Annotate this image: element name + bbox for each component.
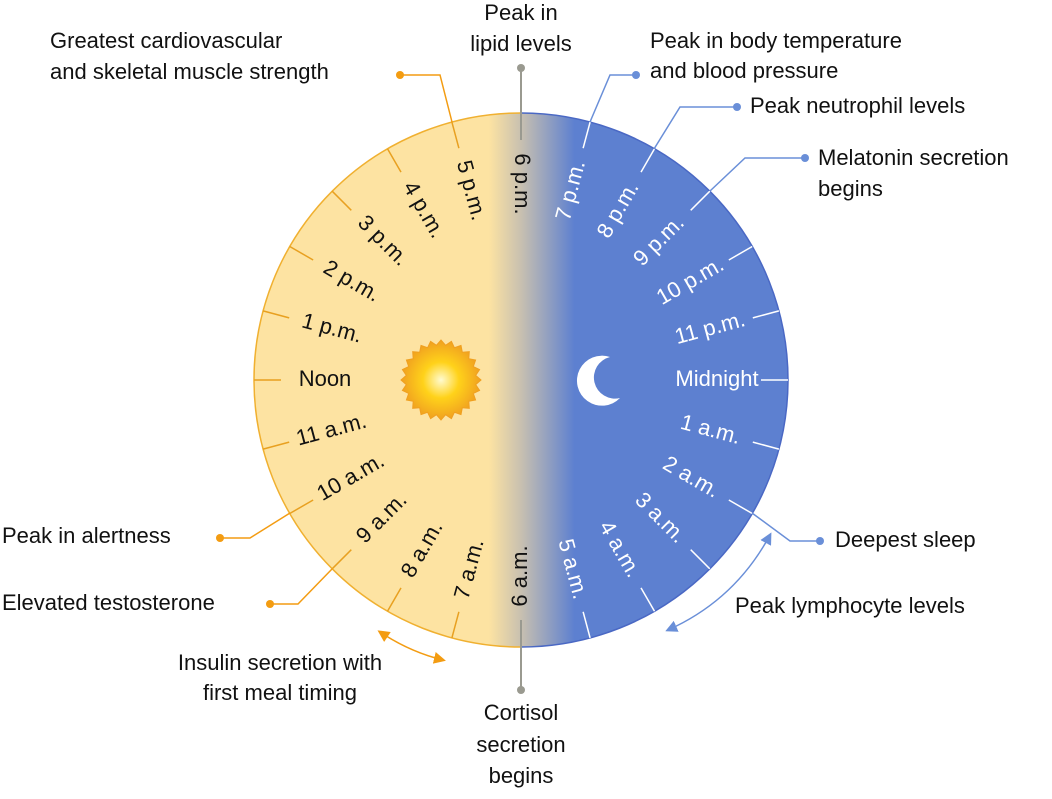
arrow — [377, 630, 446, 664]
tick — [289, 499, 314, 515]
annotation: Peak neutrophil levels — [750, 93, 965, 118]
tick — [640, 587, 656, 612]
tick — [690, 190, 711, 211]
connector — [589, 74, 636, 123]
tick — [582, 121, 591, 149]
arrow — [665, 532, 772, 632]
tick — [331, 190, 352, 211]
sun-icon — [400, 339, 482, 421]
tick — [728, 499, 753, 515]
dot — [801, 154, 809, 162]
annotation: Peak in alertness — [2, 523, 171, 548]
dot — [632, 71, 640, 79]
connector — [400, 74, 453, 123]
hour-label: Midnight — [675, 366, 758, 391]
connector — [751, 512, 820, 542]
tick — [728, 245, 753, 261]
annotation: Greatest cardiovascular — [50, 28, 282, 53]
dot — [216, 534, 224, 542]
tick — [752, 441, 780, 450]
annotation: Peak lymphocyte levels — [735, 593, 965, 618]
connector — [653, 106, 737, 150]
tick — [451, 611, 460, 639]
annotation: Insulin secretion with — [178, 650, 382, 675]
dot — [517, 64, 525, 72]
hour-label: 6 p.m. — [510, 153, 535, 214]
annotation: begins — [489, 763, 554, 788]
annotation: Peak in — [484, 0, 557, 25]
annotation: Cortisol — [484, 700, 559, 725]
tick — [386, 148, 402, 173]
connector — [270, 568, 333, 605]
moon-icon — [576, 355, 620, 406]
annotation: Elevated testosterone — [2, 590, 215, 615]
annotation: Melatonin secretion — [818, 145, 1009, 170]
annotation: Deepest sleep — [835, 527, 976, 552]
tick — [640, 148, 656, 173]
clock-face — [254, 113, 788, 647]
hour-label: Noon — [299, 366, 352, 391]
tick — [386, 587, 402, 612]
dot — [396, 71, 404, 79]
annotation: secretion — [476, 732, 565, 757]
connector — [220, 512, 291, 539]
tick — [582, 611, 591, 639]
tick — [289, 245, 314, 261]
annotation: and skeletal muscle strength — [50, 59, 329, 84]
annotation: begins — [818, 176, 883, 201]
tick — [262, 310, 290, 319]
tick — [331, 549, 352, 570]
hour-label: 6 a.m. — [507, 545, 532, 606]
annotation: Peak in body temperature — [650, 28, 902, 53]
annotation: first meal timing — [203, 680, 357, 705]
dot — [733, 103, 741, 111]
dot — [517, 686, 525, 694]
tick — [451, 121, 460, 149]
annotation: lipid levels — [470, 31, 572, 56]
dot — [266, 600, 274, 608]
connector — [709, 157, 805, 192]
tick — [752, 310, 780, 319]
dot — [816, 537, 824, 545]
tick — [262, 441, 290, 450]
annotation: and blood pressure — [650, 58, 838, 83]
